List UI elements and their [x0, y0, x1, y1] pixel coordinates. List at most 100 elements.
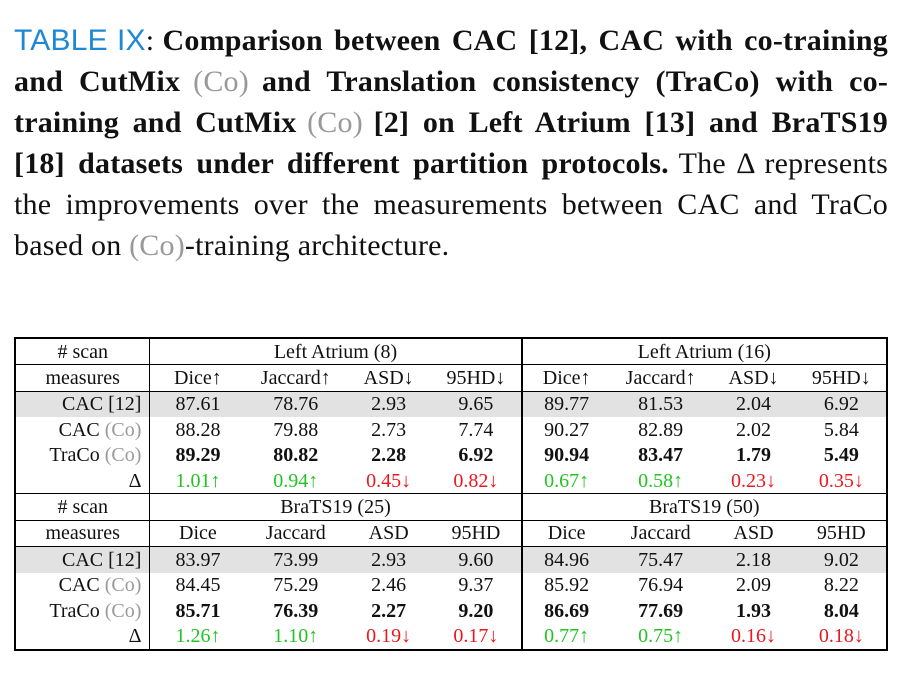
measure-header: Dice	[149, 519, 246, 547]
table-cell: 1.93	[736, 599, 772, 622]
table-cell: 85.71	[175, 599, 221, 622]
table-cell: 1.79	[736, 444, 772, 467]
delta-cell: 0.45↓	[366, 469, 412, 492]
row-method: TraCo (Co)	[15, 597, 151, 624]
row-method: TraCo (Co)	[15, 442, 151, 468]
delta-cell: 0.35↓	[818, 469, 864, 492]
table-cell: 8.04	[823, 599, 859, 622]
table-measures-row: measures Dice↑ Jaccard↑ ASD↓ 95HD↓ Dice↑ Jacca…	[15, 364, 887, 392]
table-row: CAC (Co) 88.28 79.88 2.73 7.74 90.27 82.89 2.02…	[15, 417, 887, 443]
method-name: CAC	[58, 574, 100, 597]
delta-label: Δ	[15, 623, 151, 650]
measures-label: measures	[15, 364, 151, 392]
row-method: CAC [12]	[15, 546, 151, 573]
measure-header: Dice↑	[149, 364, 246, 392]
co-tag: (Co)	[104, 444, 142, 467]
table-cell: 6.92	[431, 442, 523, 468]
table-cell: 75.47	[610, 546, 711, 573]
table-cell: 9.37	[431, 572, 523, 598]
method-name: TraCo	[49, 444, 100, 467]
table-cell: 90.27	[544, 418, 590, 441]
table-cell: 2.02	[736, 418, 772, 441]
measure-header: ASD	[710, 519, 797, 547]
table-cell: 88.28	[175, 418, 221, 441]
table-cell: 2.46	[371, 574, 407, 597]
measure-header: Jaccard↑	[245, 364, 347, 392]
delta-cell: 0.23↓	[731, 469, 777, 492]
table-cell: 78.76	[245, 390, 347, 418]
group-header: BraTS19 (50)	[521, 493, 887, 521]
measure-header: Dice↑	[521, 364, 611, 392]
table-cell: 86.69	[544, 599, 590, 622]
table-cell: 84.96	[521, 546, 611, 573]
caption-bold-a: Comparison between CAC [12], CAC with co…	[14, 24, 888, 98]
delta-cell: 0.82↓	[431, 467, 523, 494]
delta-row: Δ 1.26↑ 1.10↑ 0.19↓ 0.17↓ 0.77↑ 0.75↑ 0.16↓ 0.18…	[15, 623, 887, 650]
group-header: Left Atrium (16)	[637, 340, 771, 363]
measure-header: Jaccard	[245, 519, 347, 547]
table-cell: 80.82	[273, 444, 319, 467]
table-row: CAC [12] 83.97 73.99 2.93 9.60 84.96 75.47 2.18…	[15, 546, 887, 573]
table-cell: 79.88	[273, 418, 319, 441]
results-table: # scan Left Atrium (8) Left Atrium (16) mea…	[14, 337, 888, 651]
method-name: CAC [12]	[61, 393, 142, 416]
table-body: # scan Left Atrium (8) Left Atrium (16) mea…	[15, 338, 887, 650]
table-cell: 84.45	[175, 574, 221, 597]
delta-cell: 1.26↑	[175, 624, 221, 647]
delta-row: Δ 1.01↑ 0.94↑ 0.45↓ 0.82↓ 0.67↑ 0.58↑ 0.23↓ 0.35…	[15, 467, 887, 494]
table-cell: 83.97	[149, 546, 246, 573]
delta-cell: 1.01↑	[175, 469, 221, 492]
table-cell: 2.73	[371, 418, 407, 441]
delta-cell: 0.75↑	[638, 624, 684, 647]
table-cell: 5.49	[823, 444, 859, 467]
caption-co-2: (Co)	[307, 106, 363, 139]
table-measures-row: measures Dice Jaccard ASD 95HD Dice Jaccard ASD…	[15, 519, 887, 547]
scan-label: # scan	[15, 338, 151, 365]
delta-cell: 0.94↑	[273, 469, 319, 492]
table-cell: 2.93	[346, 546, 432, 573]
caption-co-1: (Co)	[193, 65, 249, 98]
measure-header: 95HD	[431, 519, 523, 547]
measure-header: 95HD↓	[431, 364, 523, 392]
table-cell: 81.53	[610, 390, 711, 418]
table-cell: 7.74	[431, 417, 523, 443]
co-tag: (Co)	[104, 418, 142, 441]
table-cell: 5.84	[823, 418, 859, 441]
delta-cell: 0.18↓	[818, 624, 864, 647]
table-cell: 85.92	[544, 574, 590, 597]
table-cell: 89.77	[521, 390, 611, 418]
table-header-row: # scan Left Atrium (8) Left Atrium (16)	[15, 338, 887, 365]
row-method: CAC [12]	[15, 390, 151, 418]
measure-header: ASD↓	[710, 364, 797, 392]
measure-header: 95HD	[796, 519, 887, 547]
delta-label: Δ	[15, 467, 151, 494]
table-cell: 77.69	[638, 599, 684, 622]
scan-label: # scan	[15, 493, 151, 521]
table-cell: 2.93	[346, 390, 432, 418]
table-row: CAC [12] 87.61 78.76 2.93 9.65 89.77 81.53 2.04…	[15, 390, 887, 418]
table-cell: 9.02	[796, 546, 887, 573]
caption-normal-b: -training architecture.	[184, 229, 450, 262]
co-tag: (Co)	[104, 599, 142, 622]
caption-bold-c: [2] on Left Atrium [13] and BraTS19 [18]…	[14, 106, 889, 180]
measure-header: Jaccard	[610, 519, 711, 547]
table-cell: 87.61	[149, 390, 246, 418]
table-header-row: # scan BraTS19 (25) BraTS19 (50)	[15, 493, 887, 521]
delta-cell: 0.58↑	[638, 469, 684, 492]
caption-bold-b: and Translation consistency (TraCo) with…	[14, 65, 889, 139]
table-cell: 2.18	[710, 546, 797, 573]
table-row: TraCo (Co) 85.71 76.39 2.27 9.20 86.69 77.69 1.…	[15, 597, 887, 624]
table-cell: 76.94	[638, 574, 684, 597]
table-row: TraCo (Co) 89.29 80.82 2.28 6.92 90.94 83.47 1.…	[15, 442, 887, 468]
co-tag: (Co)	[104, 574, 142, 597]
table-cell: 73.99	[245, 546, 347, 573]
delta-cell: 0.17↓	[431, 623, 523, 650]
table-row: CAC (Co) 84.45 75.29 2.46 9.37 85.92 76.94 2.09…	[15, 572, 887, 598]
measure-header: ASD	[346, 519, 432, 547]
delta-cell: 0.16↓	[731, 624, 777, 647]
measures-label: measures	[15, 519, 151, 547]
table-cell: 82.89	[638, 418, 684, 441]
table-cell: 9.65	[431, 390, 523, 418]
row-method: CAC (Co)	[15, 417, 151, 443]
table-cell: 6.92	[796, 390, 887, 418]
